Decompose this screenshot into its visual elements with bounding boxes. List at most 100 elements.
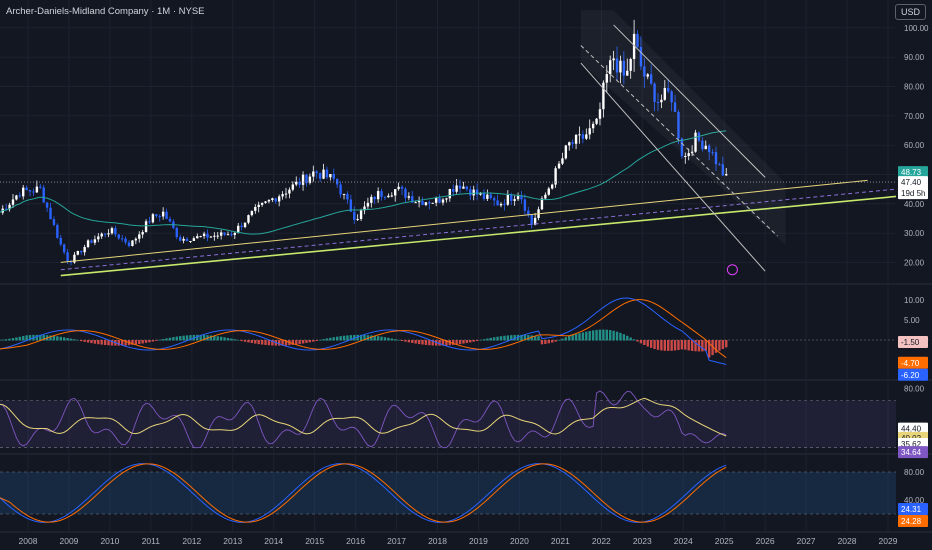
macd-value-badge-bg xyxy=(898,368,928,381)
macd-histogram-bar xyxy=(151,340,155,342)
candle-body xyxy=(533,217,537,225)
year-tick-label: 2012 xyxy=(182,536,201,546)
candle-body xyxy=(506,194,510,205)
macd-pane[interactable] xyxy=(0,297,896,365)
candle-body xyxy=(329,174,332,178)
candle-body xyxy=(240,225,243,228)
candle-body xyxy=(707,145,711,153)
stochastic-pane[interactable] xyxy=(0,463,896,523)
rsi-prev-badge: 35.62 xyxy=(901,440,922,449)
candle-body xyxy=(636,33,639,47)
macd-histogram-bar xyxy=(226,337,230,341)
macd-histogram-bar xyxy=(581,332,585,341)
macd-histogram-bar xyxy=(591,330,595,341)
time-axis[interactable]: 2008 2009 2010 2011 2012 2013 2014 2015 2016 2017… xyxy=(19,536,898,546)
candle-body xyxy=(110,228,114,234)
rsi-pane[interactable] xyxy=(0,390,896,449)
candle-body xyxy=(687,153,690,157)
macd-histogram-bar xyxy=(383,337,387,341)
candle-body xyxy=(322,169,325,179)
candle-body xyxy=(404,188,407,198)
candle-body xyxy=(318,173,322,179)
macd-histogram-bar xyxy=(103,340,107,346)
price-tick-label: 30.00 xyxy=(904,229,925,238)
candle-body xyxy=(80,250,83,253)
candle-body xyxy=(578,134,581,136)
macd-histogram-bar xyxy=(714,340,718,353)
candle-body xyxy=(527,210,530,215)
macd-histogram-bar xyxy=(540,340,544,345)
candle-body xyxy=(564,145,568,159)
macd-histogram-bar xyxy=(144,340,148,343)
candle-body xyxy=(199,236,202,238)
candle-body xyxy=(458,185,462,189)
macd-histogram-bar xyxy=(489,337,492,341)
macd-histogram-bar xyxy=(281,340,284,346)
macd-line xyxy=(0,297,727,365)
trendline-support xyxy=(60,195,897,277)
candle-body xyxy=(438,198,441,203)
candle-body xyxy=(387,195,390,198)
rsi-band xyxy=(0,400,896,448)
candle-body xyxy=(417,200,421,203)
candle-body xyxy=(394,189,397,196)
candle-body xyxy=(452,188,455,192)
candle-body xyxy=(489,194,492,199)
macd-histogram-bar xyxy=(370,335,373,341)
candle-body xyxy=(376,191,380,200)
stoch-d-badge-bg xyxy=(898,515,928,528)
macd-histogram-bar xyxy=(257,340,260,345)
price-axis[interactable]: 20.0030.0040.0050.0060.0070.0080.0090.00… xyxy=(898,24,929,528)
candle-body xyxy=(155,214,158,217)
macd-histogram-bar xyxy=(411,340,414,343)
candle-body xyxy=(370,196,373,203)
currency-button[interactable]: USD xyxy=(894,4,926,20)
candle-body xyxy=(609,60,612,75)
macd-histogram-bar xyxy=(202,334,206,341)
year-tick-label: 2013 xyxy=(223,536,242,546)
macd-histogram-bar xyxy=(284,340,288,346)
candle-body xyxy=(100,233,103,237)
price-tick-label: 100.00 xyxy=(904,24,929,33)
macd-histogram-bar xyxy=(479,339,482,341)
macd-histogram-bar xyxy=(335,336,339,341)
macd-histogram-bar xyxy=(8,338,11,341)
year-tick-label: 2021 xyxy=(551,536,570,546)
stoch-d-line xyxy=(0,463,727,523)
macd-histogram-bar xyxy=(701,340,704,352)
macd-histogram-bar xyxy=(298,340,301,345)
macd-histogram-bar xyxy=(107,340,110,346)
candle-body xyxy=(298,181,301,185)
candle-body xyxy=(639,46,643,67)
macd-histogram-bar xyxy=(544,340,547,344)
macd-histogram-bar xyxy=(626,335,629,341)
candle-body xyxy=(544,194,547,199)
stoch-tick-label: 40.00 xyxy=(904,496,925,505)
macd-histogram-bar xyxy=(660,340,663,351)
macd-histogram-bar xyxy=(308,340,312,343)
macd-histogram-bar xyxy=(598,329,602,341)
channel-lower-line xyxy=(580,62,766,272)
macd-histogram-bar xyxy=(291,340,295,345)
macd-histogram-bar xyxy=(629,337,632,341)
macd-histogram-bar xyxy=(615,331,619,341)
candle-body xyxy=(189,240,192,242)
macd-histogram-bar xyxy=(223,337,226,341)
candle-body xyxy=(694,132,697,152)
candle-body xyxy=(308,176,312,184)
macd-histogram-bar xyxy=(667,340,670,351)
macd-histogram-bar xyxy=(216,336,219,341)
macd-histogram-bar xyxy=(172,337,175,341)
macd-histogram-bar xyxy=(656,340,660,350)
macd-histogram-bar xyxy=(677,340,680,350)
price-pane[interactable] xyxy=(0,10,897,277)
macd-histogram-bar xyxy=(25,335,28,341)
candle-body xyxy=(49,207,52,220)
macd-histogram-bar xyxy=(69,338,73,341)
candle-body xyxy=(714,152,718,165)
macd-histogram-bar xyxy=(349,335,353,341)
candle-body xyxy=(134,238,138,241)
candle-body xyxy=(90,240,93,243)
macd-histogram-bar xyxy=(492,337,496,341)
